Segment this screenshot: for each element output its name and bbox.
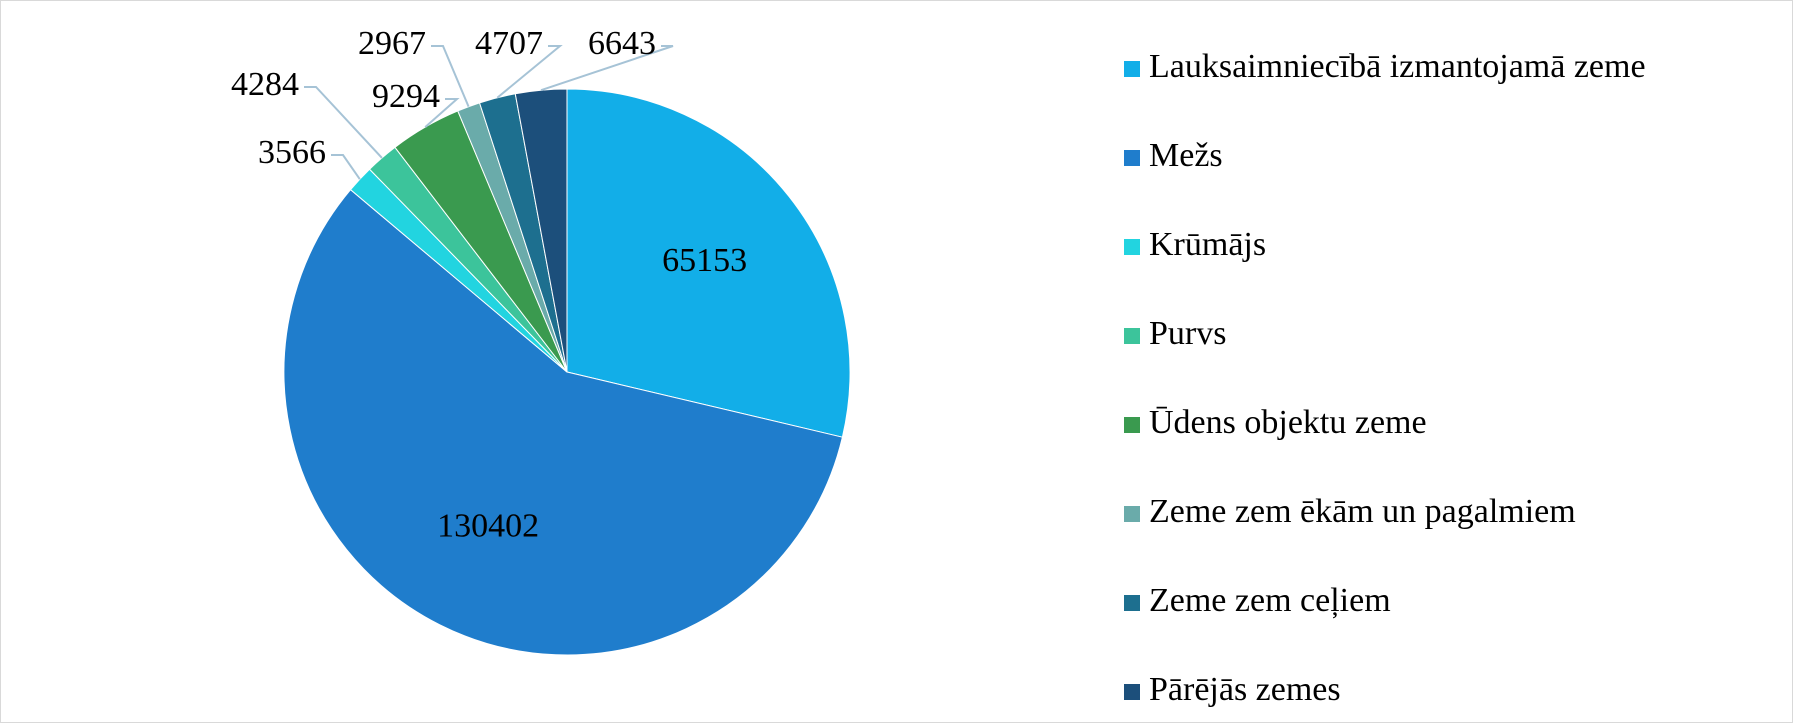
legend-label: Ūdens objektu zeme — [1149, 404, 1427, 441]
data-label: 4707 — [475, 25, 543, 62]
leader-line — [540, 45, 674, 92]
data-label: 2967 — [358, 25, 426, 62]
legend-swatch — [1124, 506, 1140, 522]
legend-label: Lauksaimniecībā izmantojamā zeme — [1149, 48, 1646, 85]
legend-swatch — [1124, 684, 1140, 700]
data-label: 9294 — [372, 78, 440, 115]
leader-line — [431, 45, 470, 108]
data-label: 65153 — [662, 242, 747, 279]
pie-slice — [283, 188, 843, 656]
data-label: 4284 — [231, 66, 299, 103]
legend-swatch — [1124, 239, 1140, 255]
legend-swatch — [1124, 417, 1140, 433]
legend-label: Krūmājs — [1149, 226, 1266, 263]
legend-label: Zeme zem ēkām un pagalmiem — [1149, 493, 1576, 530]
pie-slice — [514, 88, 568, 373]
data-label: 6643 — [588, 25, 656, 62]
leader-line — [496, 45, 563, 99]
legend-swatch — [1124, 595, 1140, 611]
legend-label: Pārējās zemes — [1149, 671, 1341, 708]
legend-swatch — [1124, 328, 1140, 344]
legend-swatch — [1124, 150, 1140, 166]
leader-line — [304, 86, 383, 159]
legend-swatch — [1124, 61, 1140, 77]
legend-label: Purvs — [1149, 315, 1226, 352]
legend-label: Mežs — [1149, 137, 1223, 174]
leader-line — [331, 154, 361, 180]
data-label: 130402 — [437, 508, 539, 545]
pie-slice — [566, 88, 851, 438]
leader-line — [424, 98, 460, 128]
legend-label: Zeme zem ceļiem — [1149, 582, 1391, 619]
data-label: 3566 — [258, 134, 326, 171]
